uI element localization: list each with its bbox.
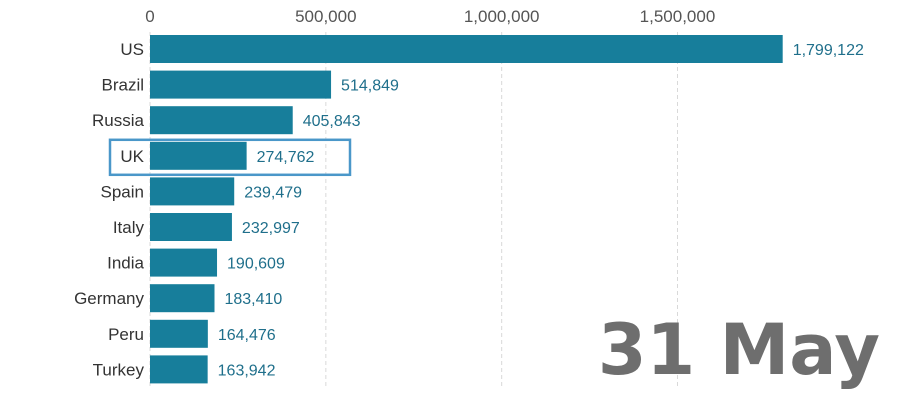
bars	[150, 35, 783, 384]
x-tick-label-2: 1,000,000	[464, 7, 540, 26]
value-label-uk: 274,762	[257, 149, 315, 166]
value-label-india: 190,609	[227, 256, 285, 273]
bar-uk	[150, 141, 247, 170]
bar-india	[150, 248, 218, 277]
value-label-brazil: 514,849	[341, 78, 399, 95]
value-label-turkey: 163,942	[218, 362, 276, 379]
bar-us	[150, 35, 783, 63]
x-tick-label-3: 1,500,000	[640, 7, 716, 26]
value-label-us: 1,799,122	[793, 42, 864, 59]
bar-turkey	[150, 355, 208, 384]
date-label: 31 May	[598, 309, 880, 391]
highlight-box	[108, 138, 352, 177]
bar-germany	[150, 284, 215, 313]
bar-spain	[150, 177, 235, 206]
category-label-spain: Spain	[101, 182, 144, 201]
value-labels: 1,799,122 514,849 405,843 274,762 239,479 232…	[218, 42, 864, 379]
value-label-italy: 232,997	[242, 220, 300, 237]
category-label-italy: Italy	[113, 218, 145, 237]
highlight-outline-uk	[108, 138, 352, 177]
category-label-germany: Germany	[74, 289, 144, 308]
x-tick-label-1: 500,000	[295, 7, 356, 26]
category-label-india: India	[107, 254, 144, 273]
category-label-us: US	[120, 40, 144, 59]
x-axis-ticks: 0 500,000 1,000,000 1,500,000	[145, 7, 715, 26]
value-label-germany: 183,410	[224, 291, 282, 308]
bar-italy	[150, 213, 232, 241]
value-label-peru: 164,476	[218, 327, 276, 344]
category-label-brazil: Brazil	[101, 76, 144, 95]
category-label-uk: UK	[120, 147, 144, 166]
category-label-turkey: Turkey	[93, 360, 145, 379]
value-label-russia: 405,843	[303, 113, 361, 130]
category-labels: US Brazil Russia UK Spain Italy India Germany Pe…	[74, 40, 145, 379]
value-label-spain: 239,479	[244, 184, 302, 201]
category-label-russia: Russia	[92, 111, 145, 130]
x-tick-label-0: 0	[145, 7, 154, 26]
bar-russia	[150, 106, 293, 135]
category-label-peru: Peru	[108, 325, 144, 344]
bar-brazil	[150, 70, 332, 99]
bar-peru	[150, 319, 208, 348]
